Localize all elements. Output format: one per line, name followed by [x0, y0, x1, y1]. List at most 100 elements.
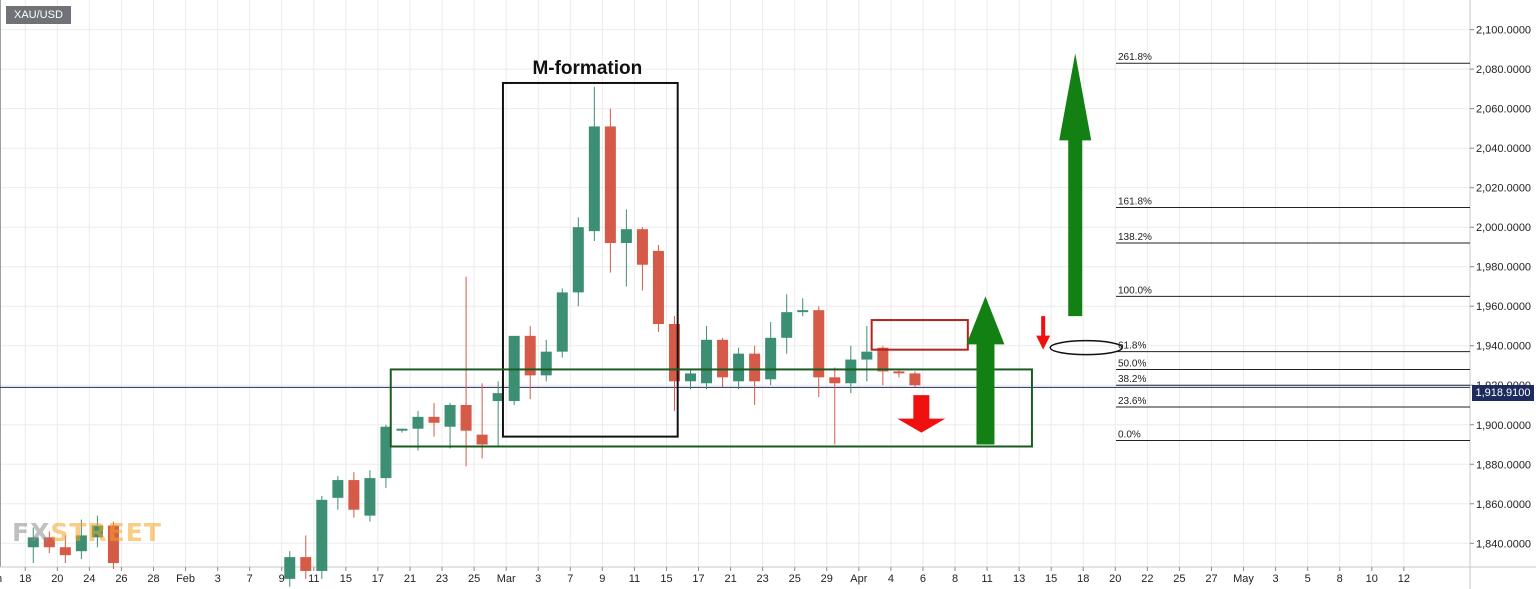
- bearish-candle: [300, 557, 312, 571]
- time-axis-label: 3: [535, 573, 541, 585]
- bullish-candle: [701, 339, 713, 384]
- time-axis-label: 17: [692, 573, 704, 585]
- time-axis-label: 13: [1013, 573, 1025, 585]
- time-axis-label: 12: [1398, 573, 1410, 585]
- time-axis-label: Apr: [850, 573, 867, 585]
- bullish-candle: [316, 499, 328, 571]
- bearish-candle: [749, 353, 761, 382]
- bearish-candle: [43, 537, 55, 548]
- price-axis-label: 2,040.0000: [1476, 143, 1531, 155]
- bullish-candle: [845, 359, 857, 384]
- fib-level-label: 138.2%: [1118, 232, 1152, 243]
- time-axis-label: 27: [1205, 573, 1217, 585]
- bullish-candle: [572, 227, 584, 293]
- long-green-up-arrow: [1059, 53, 1092, 317]
- price-axis-label: 2,060.0000: [1476, 104, 1531, 116]
- price-axis-label: 2,080.0000: [1476, 64, 1531, 76]
- time-axis-label: 17: [372, 573, 384, 585]
- time-axis-label: 15: [340, 573, 352, 585]
- bullish-candle: [380, 426, 392, 479]
- price-axis-label: 1,840.0000: [1476, 538, 1531, 550]
- bearish-candle: [813, 310, 825, 378]
- bearish-candle: [893, 371, 905, 374]
- time-axis-label: 25: [789, 573, 801, 585]
- fib-level-label: 23.6%: [1118, 396, 1146, 407]
- time-axis-label: 7: [567, 573, 573, 585]
- fib-level-label: 161.8%: [1118, 196, 1152, 207]
- price-axis-label: 2,000.0000: [1476, 222, 1531, 234]
- time-axis-label: 7: [247, 573, 253, 585]
- bearish-candle: [428, 416, 440, 423]
- price-axis-label: 1,940.0000: [1476, 341, 1531, 353]
- time-axis-label: 3: [1273, 573, 1279, 585]
- fib-level-label: 100.0%: [1118, 285, 1152, 296]
- bearish-candle: [59, 547, 71, 556]
- bullish-candle: [444, 405, 456, 427]
- bearish-candle: [652, 250, 664, 324]
- bullish-candle: [765, 337, 777, 380]
- bullish-candle: [412, 416, 424, 429]
- bullish-candle: [733, 353, 745, 382]
- time-axis-label: 11: [981, 573, 992, 585]
- price-axis-label: 1,860.0000: [1476, 499, 1531, 511]
- symbol-badge: XAU/USD: [6, 6, 71, 24]
- bullish-candle: [396, 428, 408, 431]
- time-axis-label: 9: [599, 573, 605, 585]
- time-axis-label: 20: [1109, 573, 1121, 585]
- bullish-candle: [284, 557, 296, 579]
- bullish-candle: [492, 393, 504, 402]
- fib-level-label: 61.8%: [1118, 341, 1146, 352]
- bullish-candle: [620, 229, 632, 243]
- time-axis-label: 24: [83, 573, 95, 585]
- price-axis-label: 2,020.0000: [1476, 183, 1531, 195]
- bearish-candle: [107, 525, 119, 564]
- watermark-logo: FXSTREET: [12, 518, 162, 547]
- time-axis-label: 23: [436, 573, 448, 585]
- watermark-fx: FX: [12, 518, 51, 547]
- bearish-candle: [829, 377, 841, 384]
- price-axis-label: 1,980.0000: [1476, 262, 1531, 274]
- bearish-candle: [668, 324, 680, 382]
- time-axis-label: 26: [115, 573, 127, 585]
- bullish-candle: [588, 126, 600, 232]
- bullish-candle: [27, 537, 39, 548]
- time-axis-label: 11: [308, 573, 319, 585]
- mid-green-up-arrow: [966, 296, 1005, 445]
- time-axis-label: 20: [51, 573, 63, 585]
- bearish-candle: [524, 335, 536, 376]
- bearish-candle: [877, 347, 889, 372]
- time-axis-label: 8: [952, 573, 958, 585]
- m-formation-box: [501, 81, 679, 438]
- price-axis-label: 2,100.0000: [1476, 25, 1531, 37]
- price-axis-label: 1,880.0000: [1476, 459, 1531, 471]
- resistance-range-box: [870, 319, 969, 351]
- bullish-candle: [556, 292, 568, 352]
- bullish-candle: [861, 351, 873, 360]
- time-axis-label: 21: [724, 573, 736, 585]
- bullish-candle: [332, 480, 344, 498]
- time-axis-label: 3: [215, 573, 221, 585]
- time-axis-label: 18: [1077, 573, 1089, 585]
- bullish-candle: [364, 478, 376, 516]
- bearish-candle: [717, 339, 729, 378]
- watermark-street: STREET: [50, 518, 162, 547]
- time-axis-label: Mar: [497, 573, 516, 585]
- time-axis-label: 5: [1305, 573, 1311, 585]
- bearish-candle: [476, 434, 488, 445]
- fib-level-label: 38.2%: [1118, 374, 1146, 385]
- bearish-candle: [604, 126, 616, 243]
- time-axis-label: Feb: [176, 573, 195, 585]
- time-axis-label: 21: [404, 573, 416, 585]
- time-axis-label: 15: [660, 573, 672, 585]
- time-axis-label: 22: [1141, 573, 1153, 585]
- bullish-candle: [685, 373, 697, 382]
- time-axis-label: 25: [468, 573, 480, 585]
- bearish-candle: [636, 229, 648, 265]
- support-range-box: [389, 368, 1033, 448]
- time-axis-label: 9: [279, 573, 285, 585]
- time-axis-label: 11: [629, 573, 640, 585]
- price-axis-label: 1,960.0000: [1476, 301, 1531, 313]
- time-axis-label: 18: [19, 573, 31, 585]
